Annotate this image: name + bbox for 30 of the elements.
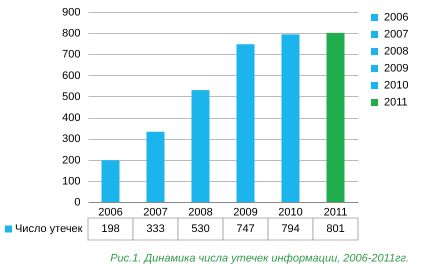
y-tick-label: 900 — [62, 6, 80, 18]
y-tick-label: 700 — [62, 48, 80, 61]
text: Рис.1. Динамика числа утечек информации, 2006-2011гг. — [110, 252, 409, 264]
data-label: 530 — [191, 223, 210, 235]
y-tick-label: 500 — [62, 90, 80, 103]
category-label: 2011 — [384, 96, 408, 108]
data-label: 333 — [146, 223, 165, 235]
x-tick-label: 2010 — [278, 206, 303, 218]
legend-label: Число утечек — [14, 223, 83, 235]
x-tick-label: 2008 — [188, 206, 213, 218]
y-tick-label: 800 — [62, 28, 80, 40]
data-label: 198 — [101, 223, 120, 235]
y-tick-label: 0 — [74, 196, 80, 208]
x-tick-label: 2007 — [143, 206, 168, 218]
category-label: 2006 — [384, 12, 408, 24]
x-tick-label: 2006 — [98, 206, 123, 218]
data-label: 794 — [281, 223, 300, 235]
y-tick-label: 300 — [62, 133, 80, 146]
y-tick-label: 200 — [62, 154, 80, 166]
category-label: 2007 — [384, 28, 408, 40]
y-tick-label: 400 — [62, 112, 80, 124]
y-tick-label: 100 — [62, 175, 80, 188]
data-label: 801 — [326, 223, 345, 235]
category-label: 2008 — [384, 46, 408, 58]
x-tick-label: 2009 — [233, 206, 258, 218]
category-label: 2010 — [384, 80, 408, 92]
y-tick-label: 600 — [62, 70, 80, 82]
category-label: 2009 — [384, 62, 408, 74]
x-tick-label: 2011 — [324, 206, 348, 218]
data-label: 747 — [236, 223, 255, 235]
